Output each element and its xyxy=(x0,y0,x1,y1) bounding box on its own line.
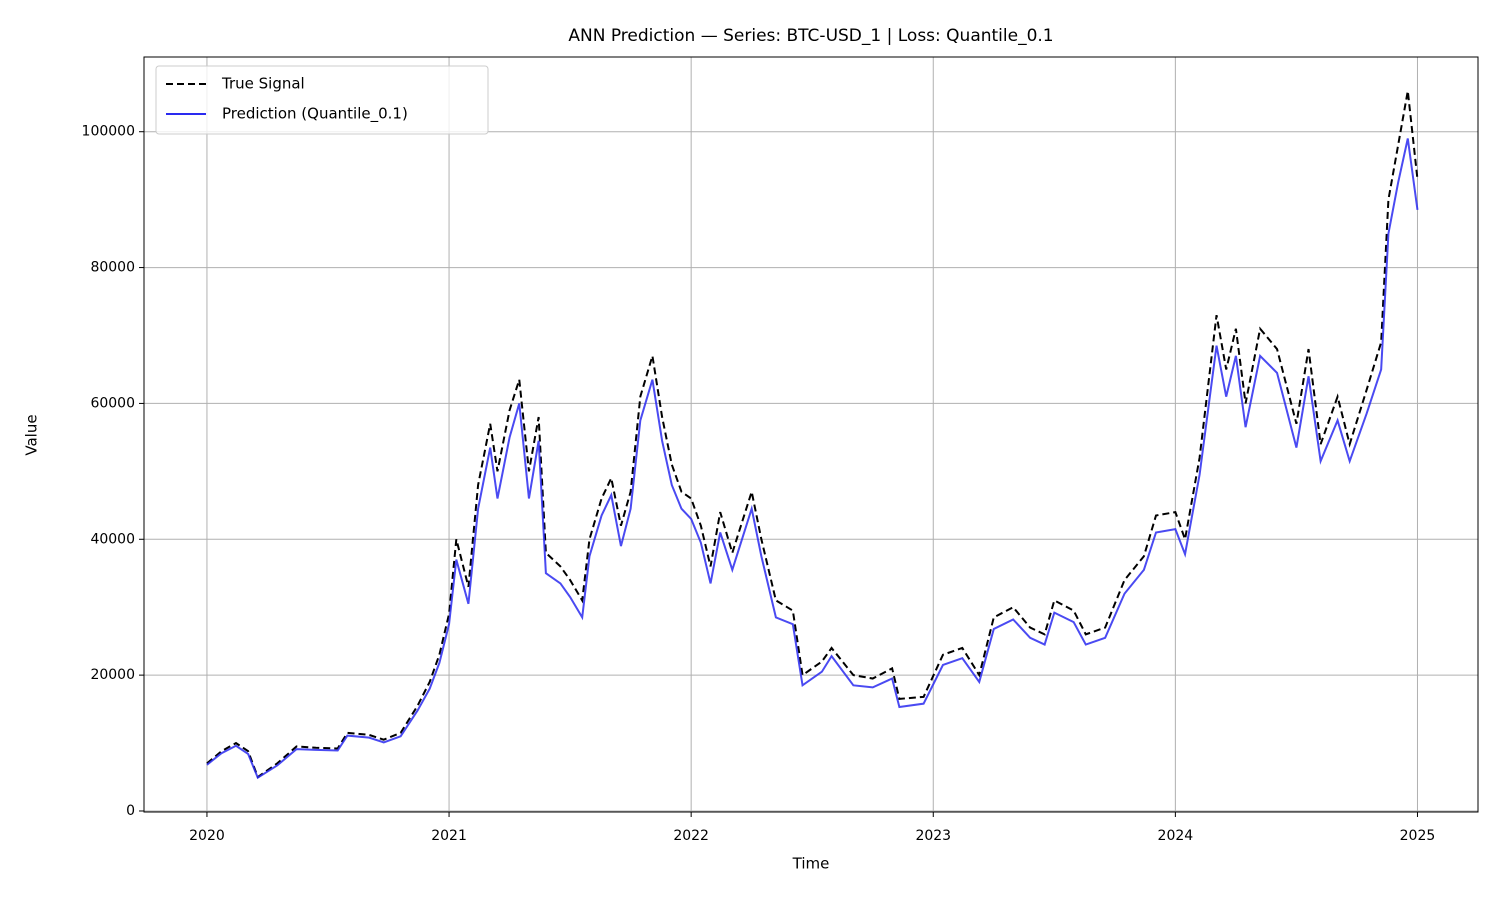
y-tick-label: 20000 xyxy=(90,667,135,683)
legend-box xyxy=(155,65,489,135)
y-axis-label: Value xyxy=(23,414,41,455)
x-tick-label: 2022 xyxy=(673,828,709,844)
series-line xyxy=(206,90,1419,779)
x-tick-label: 2024 xyxy=(1158,828,1194,844)
legend-label: Prediction (Quantile_0.1) xyxy=(222,105,408,124)
legend-label: True Signal xyxy=(221,75,305,93)
x-tick-label: 2025 xyxy=(1400,828,1436,844)
y-tick-label: 0 xyxy=(126,803,135,819)
series-line xyxy=(206,138,1419,780)
y-tick-label: 100000 xyxy=(82,124,135,140)
y-tick-label: 80000 xyxy=(90,260,135,276)
plot-frame xyxy=(143,56,1479,813)
chart-title: ANN Prediction — Series: BTC-USD_1 | Los… xyxy=(568,26,1053,46)
y-tick-label: 40000 xyxy=(90,531,135,547)
x-tick-label: 2023 xyxy=(915,828,951,844)
x-tick-label: 2020 xyxy=(189,828,225,844)
x-tick-label: 2021 xyxy=(431,828,467,844)
x-axis-label: Time xyxy=(792,855,830,873)
y-tick-label: 60000 xyxy=(90,395,135,411)
